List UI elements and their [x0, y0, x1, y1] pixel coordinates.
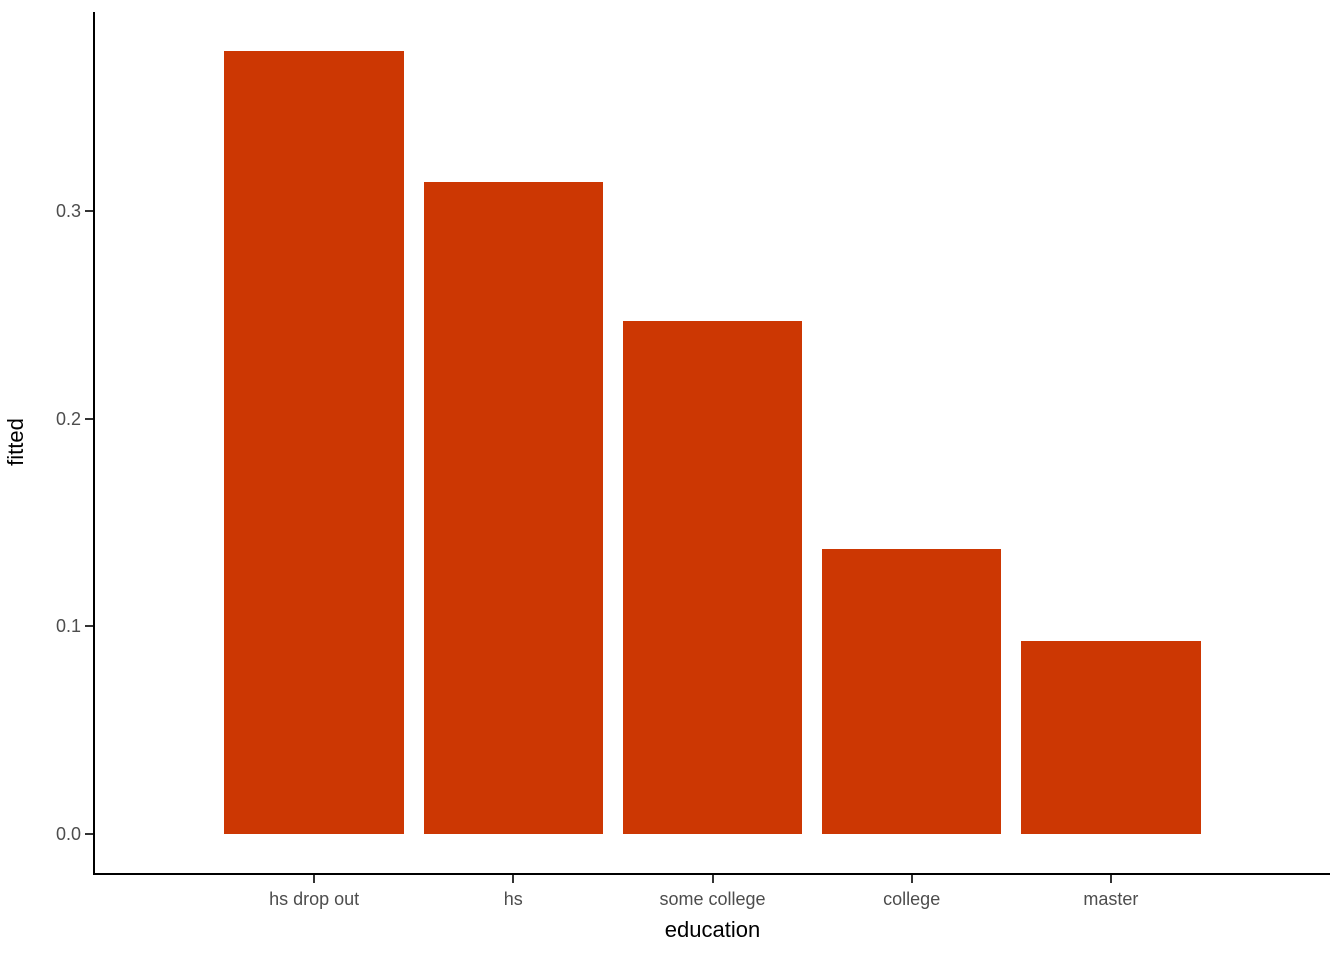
- y-axis-line: [93, 12, 95, 873]
- x-tick-mark: [313, 875, 316, 883]
- bar-college: [822, 549, 1002, 834]
- x-tick-mark: [512, 875, 515, 883]
- x-tick-label: hs drop out: [269, 889, 360, 909]
- bar-hs-drop-out: [224, 51, 404, 834]
- x-tick-label: master: [1083, 889, 1139, 909]
- y-tick-mark: [85, 210, 93, 213]
- y-tick-label: 0.1: [55, 616, 81, 637]
- y-tick-label: 0.3: [55, 201, 81, 222]
- y-tick-label: 0.2: [55, 408, 81, 429]
- x-tick-mark: [1109, 875, 1112, 883]
- y-tick-mark: [85, 625, 93, 628]
- y-axis-title: fitted: [2, 418, 28, 466]
- x-tick-label: college: [883, 889, 941, 909]
- x-tick-label: some college: [659, 889, 766, 909]
- x-axis-line: [93, 873, 1330, 875]
- x-tick-mark: [910, 875, 913, 883]
- bar-hs: [423, 182, 603, 834]
- y-tick-mark: [85, 417, 93, 420]
- bar-some-college: [622, 321, 803, 834]
- bar-master: [1021, 640, 1201, 834]
- x-tick-label: hs: [503, 889, 523, 909]
- x-tick-mark: [711, 875, 714, 883]
- y-tick-mark: [85, 832, 93, 835]
- plot-panel: [95, 12, 1330, 873]
- y-tick-label: 0.0: [55, 823, 81, 844]
- x-axis-title: education: [664, 917, 761, 942]
